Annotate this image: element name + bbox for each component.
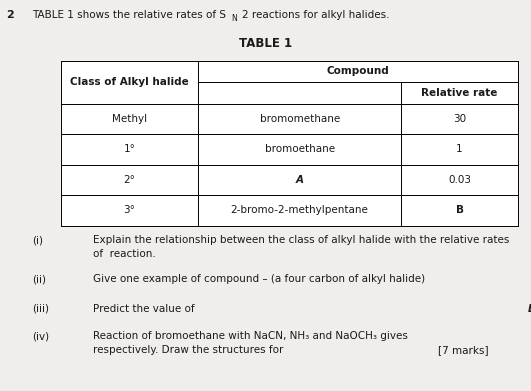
Text: TABLE 1 shows the relative rates of S: TABLE 1 shows the relative rates of S (32, 10, 226, 20)
Text: Compound: Compound (327, 66, 389, 76)
Text: B.: B. (528, 304, 531, 314)
Text: 1°: 1° (124, 144, 135, 154)
Text: of  reaction.: of reaction. (93, 249, 156, 260)
Text: (iv): (iv) (32, 331, 49, 341)
Text: [7 marks]: [7 marks] (438, 345, 489, 355)
Text: Explain the relationship between the class of alkyl halide with the relative rat: Explain the relationship between the cla… (93, 235, 509, 246)
Text: A: A (296, 175, 304, 185)
Text: 1: 1 (456, 144, 463, 154)
Text: TABLE 1: TABLE 1 (239, 37, 292, 50)
Text: (i): (i) (32, 235, 43, 246)
Text: 30: 30 (453, 114, 466, 124)
Text: Reaction of bromoethane with NaCN, NH₃ and NaOCH₃ gives: Reaction of bromoethane with NaCN, NH₃ a… (93, 331, 411, 341)
Text: Predict the value of: Predict the value of (93, 304, 198, 314)
Text: 2°: 2° (124, 175, 135, 185)
Text: Class of Alkyl halide: Class of Alkyl halide (70, 77, 189, 87)
Text: bromoethane: bromoethane (264, 144, 335, 154)
Text: (ii): (ii) (32, 274, 46, 285)
Text: N: N (231, 14, 237, 23)
Text: 0.03: 0.03 (448, 175, 471, 185)
Text: Relative rate: Relative rate (421, 88, 498, 98)
Text: 2: 2 (6, 10, 14, 20)
Text: Methyl: Methyl (112, 114, 147, 124)
Text: bromomethane: bromomethane (260, 114, 340, 124)
Text: Give one example of compound – (a four carbon of alkyl halide): Give one example of compound – (a four c… (93, 274, 425, 285)
Text: respectively. Draw the structures for: respectively. Draw the structures for (93, 345, 287, 355)
Text: 3°: 3° (124, 205, 135, 215)
Text: (iii): (iii) (32, 304, 49, 314)
Text: 2-bromo-2-methylpentane: 2-bromo-2-methylpentane (231, 205, 369, 215)
Text: B: B (456, 205, 464, 215)
Text: 2 reactions for alkyl halides.: 2 reactions for alkyl halides. (242, 10, 389, 20)
